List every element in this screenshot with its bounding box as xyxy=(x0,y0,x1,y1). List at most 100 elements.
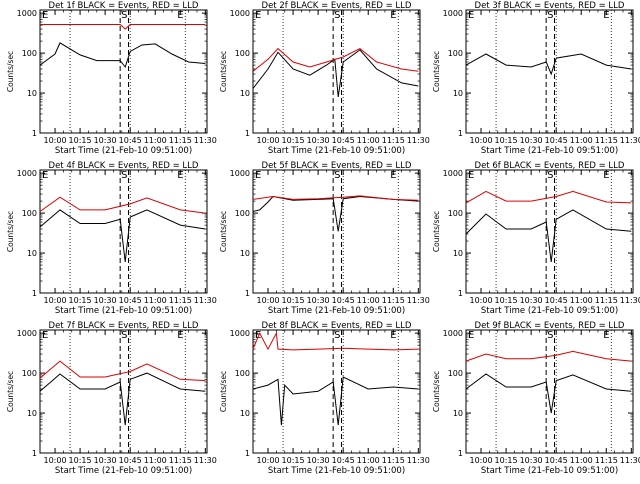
x-tick-label: 10:30 xyxy=(307,136,330,145)
series-line-events xyxy=(39,42,206,69)
x-tick-label: 11:30 xyxy=(194,136,217,145)
x-tick-label: 11:15 xyxy=(595,296,618,305)
x-tick-label: 11:30 xyxy=(194,456,217,465)
marker-s: S xyxy=(121,10,127,21)
y-tick-label: 1 xyxy=(32,449,37,458)
y-tick-label: 100 xyxy=(22,49,37,58)
x-tick-label: 10:30 xyxy=(520,456,543,465)
x-tick-label: 11:30 xyxy=(620,456,640,465)
y-tick-label: 100 xyxy=(448,369,463,378)
y-tick-label: 1 xyxy=(245,289,250,298)
marker-e-left: E xyxy=(468,170,474,181)
panel-title: Det 4f BLACK = Events, RED = LLD xyxy=(49,161,199,171)
x-tick-label: 11:00 xyxy=(570,456,593,465)
series-line-lld xyxy=(465,350,632,362)
x-tick-label: 11:00 xyxy=(570,296,593,305)
x-tick-label: 10:00 xyxy=(43,456,66,465)
marker-e-left: E xyxy=(255,170,261,181)
panel-title: Det 2f BLACK = Events, RED = LLD xyxy=(262,1,412,11)
plot-frame xyxy=(252,9,421,134)
x-tick-label: 10:00 xyxy=(256,456,279,465)
x-tick-label: 10:15 xyxy=(495,456,518,465)
x-tick-label: 11:15 xyxy=(382,456,405,465)
series-line-lld xyxy=(40,24,206,30)
series-line-events xyxy=(39,209,206,262)
series-line-events xyxy=(465,373,632,414)
x-tick-label: 11:00 xyxy=(357,456,380,465)
series-line-lld xyxy=(39,196,206,214)
panel-title: Det 5f BLACK = Events, RED = LLD xyxy=(262,161,412,171)
x-tick-label: 10:45 xyxy=(119,136,142,145)
marker-e-right: E xyxy=(603,330,609,341)
marker-e-right: E xyxy=(390,10,396,21)
y-tick-label: 10 xyxy=(240,89,250,98)
x-axis-label: Start Time (21-Feb-10 09:51:00) xyxy=(55,146,192,156)
x-axis-label: Start Time (21-Feb-10 09:51:00) xyxy=(268,466,405,476)
panel-title: Det 6f BLACK = Events, RED = LLD xyxy=(475,161,625,171)
marker-e-left: E xyxy=(42,170,48,181)
marker-e-right: E xyxy=(177,170,183,181)
x-tick-label: 10:00 xyxy=(469,456,492,465)
y-tick-label: 10 xyxy=(27,89,37,98)
y-tick-label: 10 xyxy=(453,409,463,418)
series-line-lld xyxy=(252,331,419,351)
x-axis-label: Start Time (21-Feb-10 09:51:00) xyxy=(481,466,618,476)
x-tick-label: 11:15 xyxy=(169,296,192,305)
x-tick-label: 10:15 xyxy=(495,296,518,305)
y-axis-label: Counts/sec xyxy=(432,51,441,92)
series-line-lld xyxy=(252,47,419,72)
plot-frame xyxy=(252,329,421,454)
x-tick-label: 10:30 xyxy=(307,296,330,305)
x-axis-label: Start Time (21-Feb-10 09:51:00) xyxy=(481,146,618,156)
y-tick-label: 10 xyxy=(240,249,250,258)
x-tick-label: 11:00 xyxy=(357,136,380,145)
marker-e-right: E xyxy=(390,170,396,181)
x-tick-label: 10:00 xyxy=(256,136,279,145)
x-tick-label: 10:15 xyxy=(495,136,518,145)
x-axis-label: Start Time (21-Feb-10 09:51:00) xyxy=(268,306,405,316)
x-tick-label: 11:00 xyxy=(570,136,593,145)
marker-e-right: E xyxy=(177,10,183,21)
marker-s: S xyxy=(547,10,553,21)
marker-e-left: E xyxy=(255,330,261,341)
panel-title: Det 3f BLACK = Events, RED = LLD xyxy=(475,1,625,11)
y-tick-label: 1 xyxy=(32,129,37,138)
marker-e-right: E xyxy=(177,330,183,341)
marker-s: S xyxy=(547,170,553,181)
series-line-events xyxy=(252,376,419,426)
marker-e-left: E xyxy=(255,10,261,21)
x-tick-label: 10:00 xyxy=(43,296,66,305)
y-tick-label: 100 xyxy=(22,209,37,218)
marker-e-right: E xyxy=(390,330,396,341)
plot-frame xyxy=(39,329,208,454)
y-tick-label: 1000 xyxy=(230,169,250,178)
x-tick-label: 10:45 xyxy=(332,456,355,465)
x-tick-label: 11:15 xyxy=(169,136,192,145)
marker-s: S xyxy=(334,10,340,21)
marker-s: S xyxy=(334,330,340,341)
marker-s: S xyxy=(547,330,553,341)
y-tick-label: 1000 xyxy=(443,329,463,338)
marker-s: S xyxy=(121,170,127,181)
y-tick-label: 100 xyxy=(448,209,463,218)
y-tick-label: 1 xyxy=(458,449,463,458)
y-tick-label: 100 xyxy=(235,369,250,378)
marker-s: S xyxy=(121,330,127,341)
y-tick-label: 1000 xyxy=(17,9,37,18)
y-tick-label: 1000 xyxy=(230,9,250,18)
y-tick-label: 1 xyxy=(458,289,463,298)
x-tick-label: 10:15 xyxy=(282,136,305,145)
x-tick-label: 11:30 xyxy=(194,296,217,305)
x-tick-label: 10:30 xyxy=(307,456,330,465)
series-line-events xyxy=(465,209,632,262)
x-axis-label: Start Time (21-Feb-10 09:51:00) xyxy=(268,146,405,156)
x-tick-label: 11:15 xyxy=(595,456,618,465)
y-tick-label: 1 xyxy=(245,129,250,138)
x-tick-label: 11:00 xyxy=(144,456,167,465)
